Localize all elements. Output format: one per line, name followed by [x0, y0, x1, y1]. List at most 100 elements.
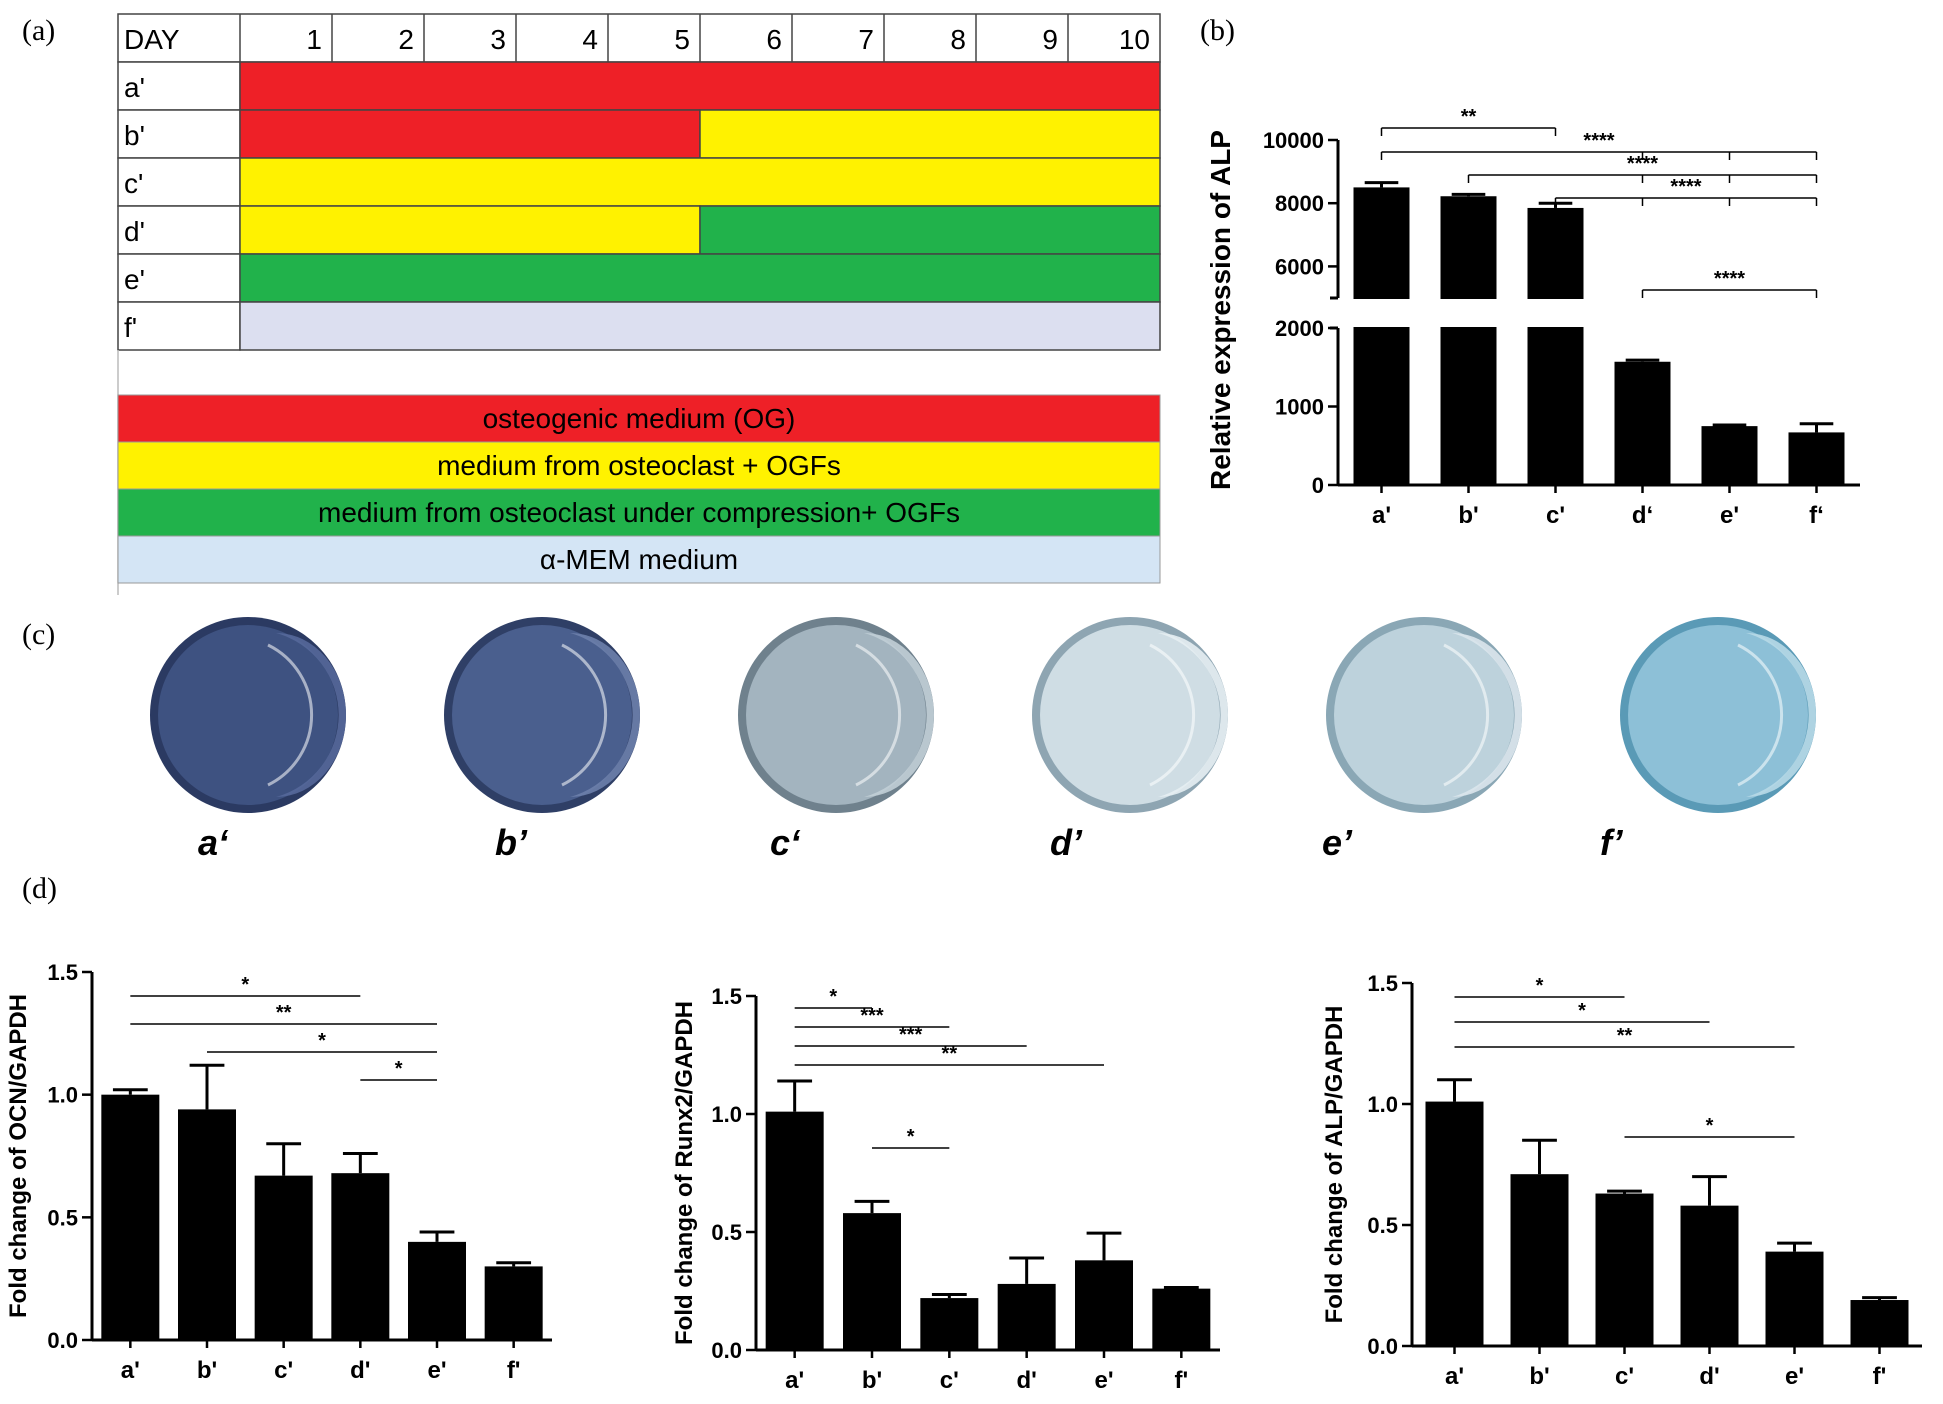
- significance-label-2: ***: [899, 1024, 923, 1046]
- panel-label-a: (a): [22, 14, 56, 47]
- day-label-1: 1: [306, 24, 322, 55]
- significance-label-2: ****: [1627, 153, 1658, 175]
- significance-label-1: **: [276, 1002, 292, 1024]
- y-tick-label: 0.0: [1367, 1334, 1398, 1359]
- legend-swatch-oc: [117, 441, 1161, 490]
- y-axis-label: Fold change of ALP/GAPDH: [1321, 1006, 1348, 1324]
- bar-2: [920, 1298, 979, 1350]
- day-label-7: 7: [858, 24, 874, 55]
- x-tick-label-0: a': [1372, 502, 1391, 529]
- y-tick-label: 0.5: [1367, 1213, 1398, 1238]
- dish-well: [158, 625, 338, 805]
- bar-5: [1152, 1288, 1211, 1350]
- dish-highlight: [267, 643, 314, 787]
- y-tick-label: 1000: [1275, 395, 1324, 420]
- significance-label-0: *: [1536, 975, 1544, 997]
- y-axis-label: Relative expression of ALP: [1205, 130, 1236, 490]
- x-tick-label-5: f‘: [1809, 502, 1824, 529]
- row-label-cell: [117, 157, 241, 207]
- runx2-fold-change-chart: 0.0 0.5 1.0 1.5 Fold change of Runx2/GAPDH a'…: [671, 984, 1220, 1394]
- schedule-table: DAY 1 2 3 4 5 6 7 8 9 10 a' b' c' d' e' f' osteogenic med…: [117, 13, 1161, 595]
- dish-label-0: a‘: [198, 822, 229, 863]
- dish-image: [1326, 617, 1522, 813]
- bar-1: [1510, 1174, 1569, 1346]
- bar-1: [1440, 196, 1497, 486]
- day-label-8: 8: [950, 24, 966, 55]
- significance-label-0: **: [1461, 106, 1477, 128]
- schedule-segment-occ: [699, 205, 1161, 255]
- day-label-9: 9: [1042, 24, 1058, 55]
- significance-label-1: ***: [860, 1005, 884, 1027]
- significance-label-2: **: [1617, 1025, 1633, 1047]
- x-tick-label-1: b': [1529, 1363, 1549, 1390]
- dish-highlight: [855, 643, 902, 787]
- significance-label-4: *: [907, 1126, 915, 1148]
- significance-label-3: **: [942, 1043, 958, 1065]
- x-tick-label-0: a': [1445, 1363, 1464, 1390]
- x-tick-label-2: c': [274, 1357, 293, 1384]
- x-tick-label-1: b': [862, 1367, 882, 1394]
- y-tick-label: 0.5: [711, 1220, 742, 1245]
- dish-well: [1628, 625, 1808, 805]
- x-tick-label-4: e': [1785, 1363, 1804, 1390]
- x-tick-label-3: d': [1699, 1363, 1719, 1390]
- x-tick-label-0: a': [121, 1357, 140, 1384]
- legend-label-mem: α-MEM medium: [540, 544, 738, 575]
- y-tick-label: 1.5: [711, 984, 742, 1009]
- bar-3: [331, 1173, 390, 1340]
- significance-label-3: ****: [1670, 176, 1701, 198]
- x-tick-label-0: a': [785, 1367, 804, 1394]
- legend-swatch-mem: [117, 535, 1161, 584]
- dish-highlight: [1443, 643, 1490, 787]
- significance-label-1: *: [1578, 1000, 1586, 1022]
- day-label-4: 4: [582, 24, 598, 55]
- bar-5: [1788, 432, 1845, 485]
- x-tick-label-1: b': [1458, 502, 1478, 529]
- legend-label-oc: medium from osteoclast + OGFs: [437, 450, 841, 481]
- dish-label-1: b’: [495, 822, 527, 863]
- dish-label-3: d’: [1050, 822, 1082, 863]
- significance-label-3: *: [1706, 1115, 1714, 1137]
- row-label-5: f': [124, 312, 137, 343]
- x-tick-label-3: d‘: [1632, 502, 1653, 529]
- schedule-segment-oc: [699, 109, 1161, 159]
- significance-label-3: *: [395, 1058, 403, 1080]
- bar-0: [1353, 187, 1410, 485]
- panel-label-c: (c): [22, 618, 56, 651]
- bar-1: [178, 1109, 236, 1340]
- significance-label-4: ****: [1714, 268, 1745, 290]
- x-tick-label-1: b': [197, 1357, 217, 1384]
- dish-2: [736, 615, 936, 815]
- bar-2: [1527, 207, 1584, 485]
- x-tick-label-4: e': [427, 1357, 446, 1384]
- y-axis-label: Fold change of OCN/GAPDH: [5, 994, 32, 1318]
- y-tick-label: 0.0: [47, 1328, 78, 1353]
- row-label-2: c': [124, 168, 143, 199]
- bar-2: [1595, 1193, 1654, 1346]
- significance-label-1: ****: [1583, 130, 1614, 152]
- legend-label-occ: medium from osteoclast under compression…: [318, 497, 960, 528]
- row-label-4: e': [124, 264, 145, 295]
- y-tick-label: 1.5: [1367, 971, 1398, 996]
- bar-4: [1701, 426, 1758, 485]
- dish-image: [1620, 617, 1816, 813]
- y-tick-label: 1.0: [47, 1083, 78, 1108]
- day-label-2: 2: [398, 24, 414, 55]
- day-label-6: 6: [766, 24, 782, 55]
- y-tick-label: 0.0: [711, 1338, 742, 1363]
- bar-4: [1075, 1260, 1133, 1350]
- bar-0: [1425, 1101, 1484, 1346]
- bar-3: [997, 1283, 1056, 1350]
- x-tick-label-5: f': [507, 1357, 521, 1384]
- bar-4: [1765, 1251, 1824, 1346]
- legend-label-og: osteogenic medium (OG): [483, 403, 796, 434]
- dish-highlight: [1737, 643, 1784, 787]
- row-label-cell: [117, 301, 241, 351]
- row-label-3: d': [124, 216, 145, 247]
- y-tick-label: 0.5: [47, 1205, 78, 1230]
- alp-expression-chart: 0 1000 2000 6000 8000 10000 Relative expressio…: [1205, 106, 1862, 529]
- row-label-1: b': [124, 120, 145, 151]
- alp-fold-change-chart: 0.0 0.5 1.0 1.5 Fold change of ALP/GAPDH a' b'…: [1321, 971, 1922, 1390]
- significance-label-0: *: [241, 974, 249, 996]
- row-label-0: a': [124, 72, 145, 103]
